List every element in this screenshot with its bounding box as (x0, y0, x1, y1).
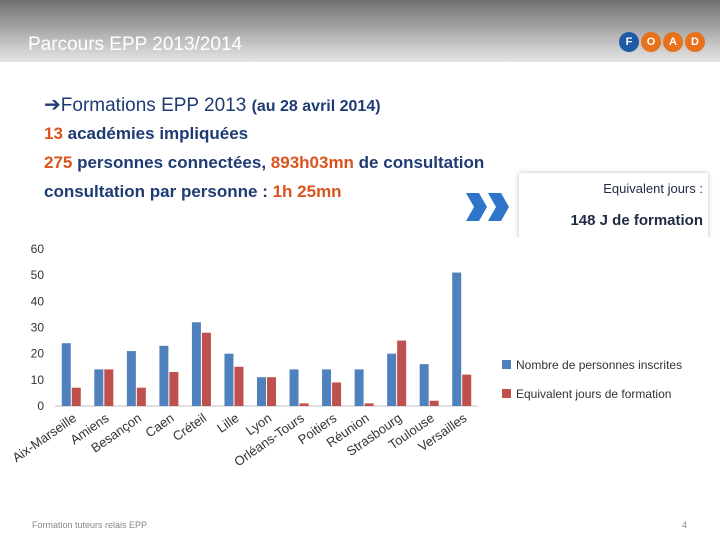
y-tick-label: 10 (31, 373, 45, 387)
bar-inscrits (257, 377, 266, 406)
slide-header: Parcours EPP 2013/2014 F O A D (0, 0, 720, 62)
slide-title: Parcours EPP 2013/2014 (28, 34, 243, 55)
arrow-right-icon: ➔ (44, 94, 61, 116)
stat-line-1: 13 académies impliquées (44, 124, 248, 144)
logo-letter-a: A (663, 32, 683, 52)
equivalent-days-label: Equivalent jours : (603, 181, 703, 196)
x-tick-label: Lille (214, 410, 242, 436)
bar-jours (364, 403, 374, 406)
logo-letter-o: O (641, 32, 661, 52)
legend-swatch (502, 360, 511, 369)
y-tick-label: 60 (31, 242, 45, 256)
academies-text: académies impliquées (62, 124, 249, 143)
bar-jours (136, 387, 146, 406)
stat-line-3: consultation par personne : 1h 25mn (44, 182, 342, 202)
y-tick-label: 40 (31, 294, 45, 308)
bar-inscrits (322, 369, 332, 406)
heading-date: (au 28 avril 2014) (251, 98, 381, 115)
foad-logo: F O A D (619, 32, 705, 52)
bar-jours (462, 374, 472, 406)
consultation-text: de consultation (353, 153, 485, 172)
bar-jours (429, 400, 439, 406)
chart-area (0, 238, 720, 498)
bar-jours (332, 382, 342, 406)
y-tick-label: 0 (37, 399, 44, 413)
bar-inscrits (452, 272, 462, 406)
per-person-text: consultation par personne : (44, 182, 273, 201)
bar-jours (299, 403, 309, 406)
bar-jours (71, 387, 81, 406)
bar-jours (234, 366, 244, 406)
bar-jours (397, 340, 407, 406)
bar-jours (104, 369, 114, 406)
bar-inscrits (289, 369, 299, 406)
y-tick-label: 30 (31, 321, 45, 335)
legend-label: Equivalent jours de formation (516, 387, 671, 401)
bar-chart: 0102030405060Aix-MarseilleAmiensBesançon… (9, 242, 682, 469)
equivalent-days-box (519, 173, 708, 239)
per-person-time: 1h 25mn (272, 182, 342, 201)
bar-inscrits (126, 351, 136, 406)
bar-inscrits (61, 343, 71, 406)
stat-line-2: 275 personnes connectées, 893h03mn de co… (44, 153, 484, 173)
bar-inscrits (419, 364, 429, 406)
heading-main: Formations EPP 2013 (60, 95, 247, 116)
academies-count: 13 (44, 124, 63, 143)
page-number: 4 (682, 520, 688, 530)
x-tick-label: Créteil (170, 410, 209, 444)
logo-letter-d: D (685, 32, 705, 52)
bar-inscrits (224, 353, 234, 406)
bar-inscrits (159, 345, 169, 406)
double-chevron-icon (466, 193, 509, 221)
legend-swatch (502, 389, 511, 398)
bar-inscrits (354, 369, 364, 406)
bar-inscrits (387, 353, 397, 406)
equivalent-days-value: 148 J de formation (570, 212, 703, 229)
section-heading: ➔Formations EPP 2013 (au 28 avril 2014) (44, 92, 381, 117)
persons-count: 275 (44, 153, 73, 172)
y-tick-label: 50 (31, 268, 45, 282)
bar-inscrits (191, 322, 201, 406)
bar-jours (267, 377, 276, 406)
consultation-time: 893h03mn (270, 153, 354, 172)
footer-text: Formation tuteurs relais EPP (32, 520, 148, 530)
logo-letter-f: F (619, 32, 639, 52)
legend-label: Nombre de personnes inscrites (516, 358, 682, 372)
bar-jours (169, 371, 179, 406)
y-tick-label: 20 (31, 347, 45, 361)
persons-text: personnes connectées, (72, 153, 271, 172)
bar-jours (201, 332, 211, 406)
bar-inscrits (94, 369, 104, 406)
